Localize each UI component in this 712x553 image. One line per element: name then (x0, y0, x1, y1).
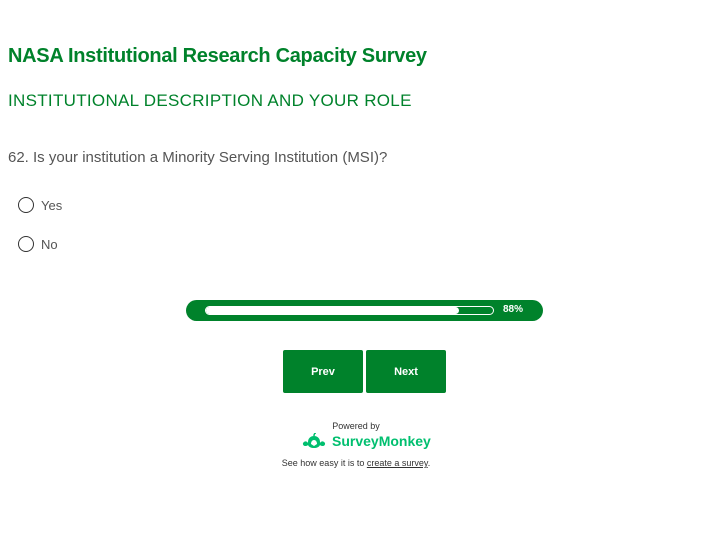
tagline-period: . (427, 458, 431, 468)
prev-button[interactable]: Prev (283, 350, 363, 393)
progress-fill (206, 307, 459, 314)
section-title: INSTITUTIONAL DESCRIPTION AND YOUR ROLE (8, 91, 412, 110)
progress-track (205, 306, 494, 315)
option-no[interactable]: No (18, 236, 58, 252)
question-text: 62. Is your institution a Minority Servi… (8, 149, 388, 166)
option-label: Yes (41, 197, 63, 213)
next-button[interactable]: Next (366, 350, 446, 393)
progress-bar: 88% (186, 300, 543, 321)
tagline-text: See how easy it is to (281, 458, 367, 468)
option-yes[interactable]: Yes (18, 197, 62, 213)
option-label: No (41, 236, 58, 252)
footer-tagline: See how easy it is to create a survey. (0, 458, 712, 468)
progress-percent: 88% (503, 304, 524, 315)
surveymonkey-icon (302, 433, 326, 448)
surveymonkey-logo[interactable]: SurveyMonkey (301, 433, 431, 449)
brand-name: SurveyMonkey (332, 433, 431, 449)
radio-button-icon[interactable] (18, 197, 34, 213)
powered-by: Powered by (332, 421, 380, 431)
create-survey-link[interactable]: create a survey (366, 458, 428, 468)
radio-button-icon[interactable] (18, 236, 34, 252)
survey-title: NASA Institutional Research Capacity Sur… (8, 45, 427, 67)
